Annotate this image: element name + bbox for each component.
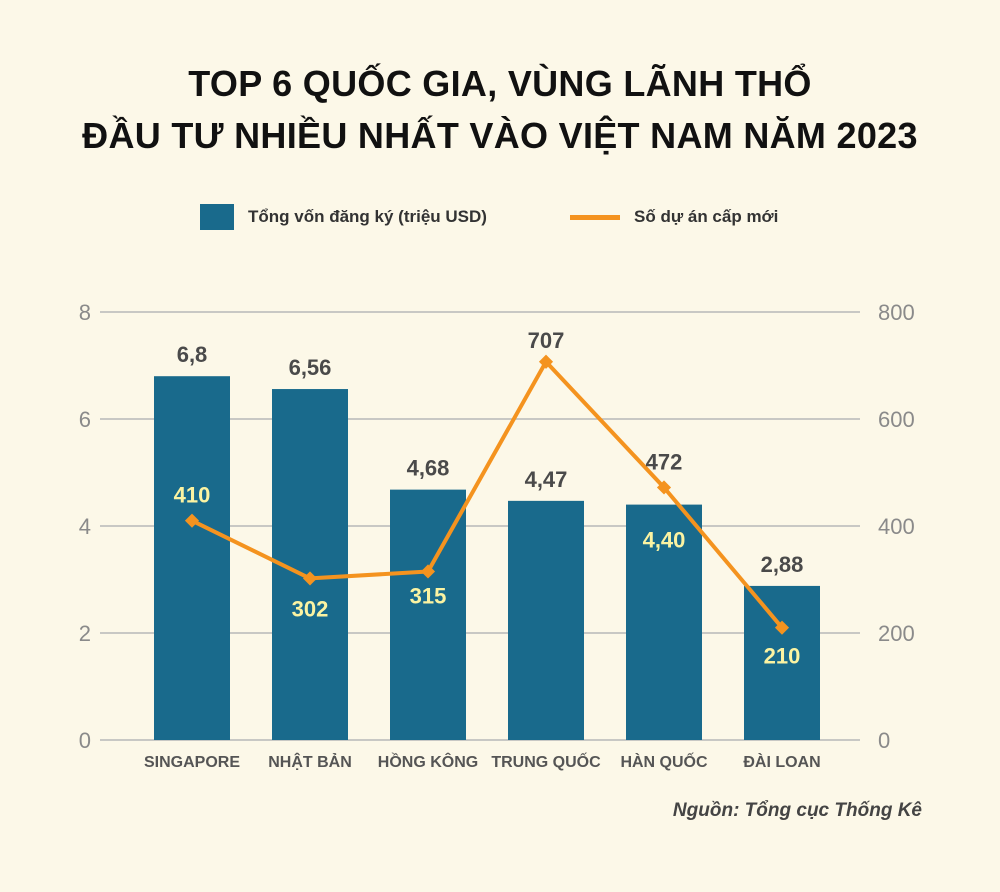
title-line-2: ĐẦU TƯ NHIỀU NHẤT VÀO VIỆT NAM NĂM 2023 bbox=[82, 115, 918, 156]
line-value-label: 302 bbox=[292, 596, 329, 621]
line-value-label: 707 bbox=[528, 328, 565, 353]
bar-value-label: 6,56 bbox=[289, 355, 332, 380]
x-tick-label: NHẬT BẢN bbox=[268, 752, 352, 771]
x-tick-label: SINGAPORE bbox=[144, 754, 240, 771]
line-marker bbox=[656, 480, 672, 495]
y-left-tick-label: 8 bbox=[79, 300, 91, 325]
line-marker bbox=[420, 564, 436, 579]
line-marker bbox=[184, 513, 200, 528]
line-value-label: 315 bbox=[410, 583, 447, 608]
legend-label-bar: Tổng vốn đăng ký (triệu USD) bbox=[248, 207, 487, 226]
x-tick-label: HỒNG KÔNG bbox=[378, 752, 478, 771]
bar bbox=[508, 500, 584, 740]
legend-item-line: Số dự án cấp mới bbox=[570, 200, 778, 234]
bar bbox=[390, 489, 466, 740]
source-note: Nguồn: Tổng cục Thống Kê bbox=[672, 800, 922, 821]
chart-title: TOP 6 QUỐC GIA, VÙNG LÃNH THỔ ĐẦU TƯ NHI… bbox=[0, 58, 1000, 162]
line-value-label: 472 bbox=[646, 449, 683, 474]
title-line-1: TOP 6 QUỐC GIA, VÙNG LÃNH THỔ bbox=[188, 63, 812, 104]
line-value-label: 210 bbox=[764, 644, 801, 669]
bar bbox=[626, 504, 702, 740]
y-left-tick-label: 6 bbox=[79, 407, 91, 432]
x-tick-label: ĐÀI LOAN bbox=[743, 752, 820, 771]
legend-swatch-bar bbox=[200, 204, 234, 230]
y-left-tick-label: 4 bbox=[79, 514, 91, 539]
line-value-label: 410 bbox=[174, 483, 211, 508]
x-tick-label: TRUNG QUỐC bbox=[491, 751, 601, 771]
bar-value-label: 4,68 bbox=[407, 456, 450, 481]
bar-value-label: 4,47 bbox=[525, 467, 568, 492]
y-right-tick-label: 0 bbox=[878, 728, 890, 753]
y-right-tick-label: 800 bbox=[878, 300, 915, 325]
y-right-tick-label: 600 bbox=[878, 407, 915, 432]
x-tick-label: HÀN QUỐC bbox=[620, 751, 708, 771]
bar-value-label: 2,88 bbox=[761, 552, 804, 577]
bar-value-label: 6,8 bbox=[177, 342, 208, 367]
line-marker bbox=[774, 620, 790, 635]
bar bbox=[744, 585, 820, 740]
series-line bbox=[191, 359, 784, 629]
legend: Tổng vốn đăng ký (triệu USD) Số dự án cấ… bbox=[0, 200, 1000, 234]
y-left-tick-label: 0 bbox=[79, 728, 91, 753]
legend-item-bar: Tổng vốn đăng ký (triệu USD) bbox=[200, 200, 487, 234]
bar bbox=[154, 376, 230, 740]
legend-swatch-line bbox=[570, 214, 620, 220]
y-right-tick-label: 400 bbox=[878, 514, 915, 539]
y-right-tick-label: 200 bbox=[878, 621, 915, 646]
line-marker bbox=[538, 354, 554, 369]
legend-label-line: Số dự án cấp mới bbox=[634, 207, 779, 226]
y-left-tick-label: 2 bbox=[79, 621, 91, 646]
line-marker bbox=[302, 571, 318, 586]
bar-value-label: 4,40 bbox=[643, 528, 686, 553]
